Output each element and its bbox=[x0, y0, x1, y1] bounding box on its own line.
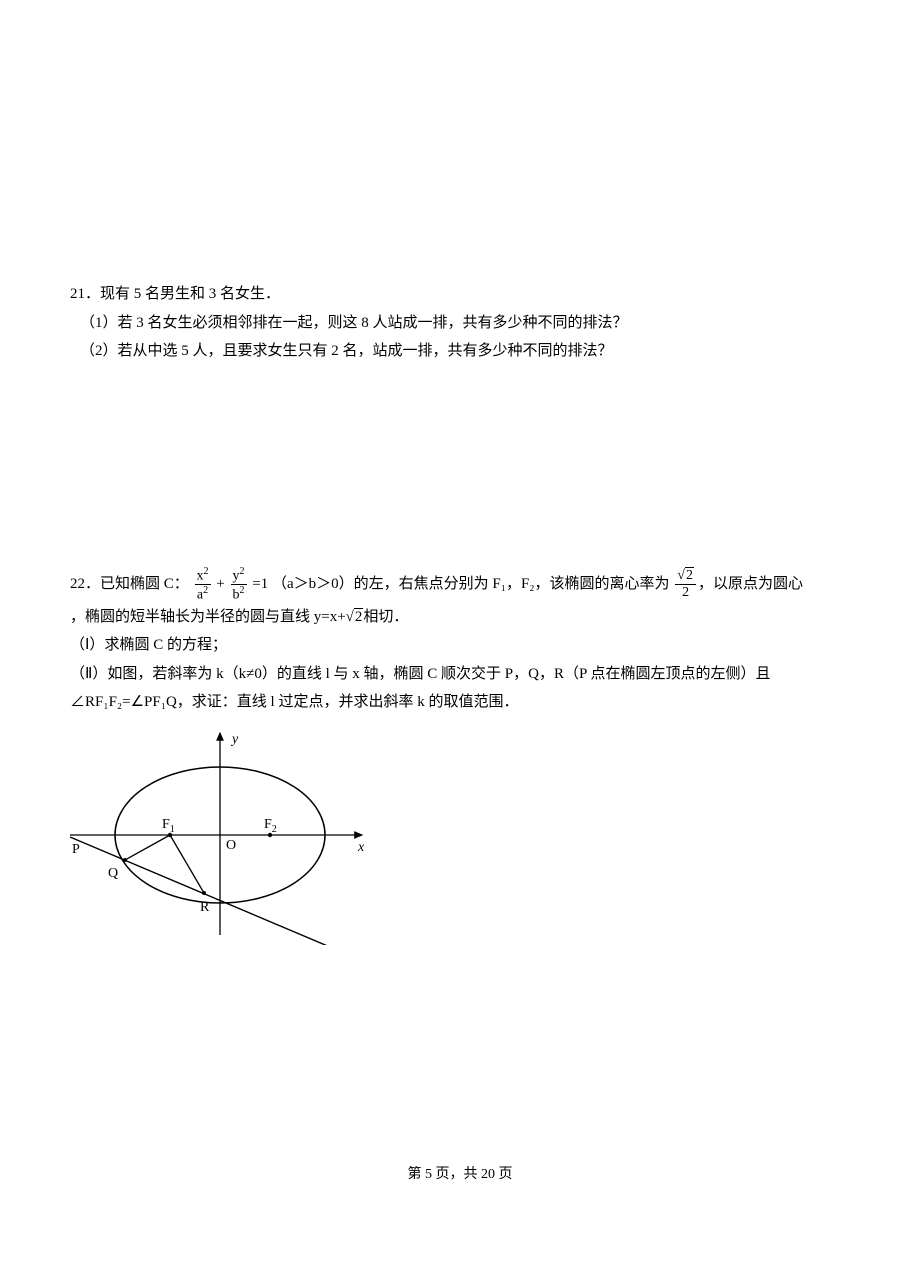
focus-f2-label: F2 bbox=[264, 817, 277, 835]
problem-21-stem: 21．现有 5 名男生和 3 名女生． bbox=[70, 280, 850, 309]
problem-22: 22．已知椭圆 C： x2 a2 + y2 b2 =1 （a＞b＞0）的左，右焦… bbox=[70, 566, 850, 956]
problem-22-part-2: （Ⅱ）如图，若斜率为 k（k≠0）的直线 l 与 x 轴，椭圆 C 顺次交于 P… bbox=[70, 660, 850, 717]
fraction-denominator: a2 bbox=[195, 585, 211, 603]
page-total: 20 bbox=[481, 1167, 495, 1182]
eccentricity-fraction: √2 2 bbox=[675, 568, 696, 600]
problem-22-part-1: （Ⅰ）求椭圆 C 的方程； bbox=[70, 631, 850, 660]
fraction-denominator: 2 bbox=[675, 585, 696, 600]
origin-label: O bbox=[226, 838, 236, 853]
y-axis-label: y bbox=[230, 732, 239, 747]
problem-21-part-2: （2）若从中选 5 人，且要求女生只有 2 名，站成一排，共有多少种不同的排法？ bbox=[70, 337, 850, 366]
problem-number: 22 bbox=[70, 575, 85, 591]
part-label: （1） bbox=[80, 315, 118, 331]
fraction-numerator: √2 bbox=[675, 568, 696, 584]
fraction-numerator: y2 bbox=[231, 566, 247, 585]
part-text: 若从中选 5 人，且要求女生只有 2 名，站成一排，共有多少种不同的排法？ bbox=[118, 343, 613, 359]
page-current: 5 bbox=[425, 1167, 432, 1182]
problem-21-stem-text: 现有 5 名男生和 3 名女生． bbox=[100, 286, 280, 302]
part-text: 如图，若斜率为 k（k≠0）的直线 l 与 x 轴，椭圆 C 顺次交于 P，Q，… bbox=[70, 666, 771, 711]
page: 21．现有 5 名男生和 3 名女生． （1）若 3 名女生必须相邻排在一起，则… bbox=[0, 0, 920, 1273]
condition-1: （a＞b＞0）的左，右焦点分别为 F₁，F₂，该椭圆的离心率为 bbox=[272, 575, 670, 591]
problem-21-part-1: （1）若 3 名女生必须相邻排在一起，则这 8 人站成一排，共有多少种不同的排法… bbox=[70, 309, 850, 338]
part-label: （Ⅱ） bbox=[70, 666, 107, 682]
segment-f1-q bbox=[125, 835, 170, 860]
page-footer: 第 5 页，共 20 页 bbox=[0, 1163, 920, 1183]
part-text: 若 3 名女生必须相邻排在一起，则这 8 人站成一排，共有多少种不同的排法？ bbox=[118, 315, 628, 331]
point-q-label: Q bbox=[108, 866, 118, 881]
vertical-gap bbox=[70, 396, 850, 566]
point-p-label: P bbox=[72, 842, 80, 857]
point-r-label: R bbox=[200, 900, 210, 915]
problem-22-stem: 22．已知椭圆 C： x2 a2 + y2 b2 =1 （a＞b＞0）的左，右焦… bbox=[70, 566, 850, 603]
part-label: （2） bbox=[80, 343, 118, 359]
fraction-numerator: x2 bbox=[195, 566, 211, 585]
point-q-dot bbox=[123, 858, 127, 862]
stem-prefix: 已知椭圆 C： bbox=[100, 575, 189, 591]
part-label: （Ⅰ） bbox=[70, 637, 104, 653]
condition-2-text: ，以原点为圆心 bbox=[698, 575, 803, 591]
segment-f1-r bbox=[170, 835, 204, 893]
ellipse-term-2: y2 b2 bbox=[231, 566, 247, 603]
point-r-dot bbox=[202, 891, 206, 895]
fraction-denominator: b2 bbox=[231, 585, 247, 603]
ellipse-term-1: x2 a2 bbox=[195, 566, 211, 603]
problem-22-stem-cont: ，椭圆的短半轴长为半径的圆与直线 y=x+√2相切． bbox=[70, 603, 850, 632]
problem-22-figure: y x O F1 F2 P Q R bbox=[70, 725, 850, 956]
equation-rhs: 1 bbox=[261, 575, 269, 591]
x-axis-label: x bbox=[357, 840, 365, 855]
focus-f1-label: F1 bbox=[162, 817, 175, 835]
problem-number: 21 bbox=[70, 286, 85, 302]
line-l bbox=[70, 837, 330, 945]
ellipse-diagram-svg: y x O F1 F2 P Q R bbox=[70, 725, 370, 945]
part-text: 求椭圆 C 的方程； bbox=[104, 637, 227, 653]
problem-21: 21．现有 5 名男生和 3 名女生． （1）若 3 名女生必须相邻排在一起，则… bbox=[70, 280, 850, 366]
